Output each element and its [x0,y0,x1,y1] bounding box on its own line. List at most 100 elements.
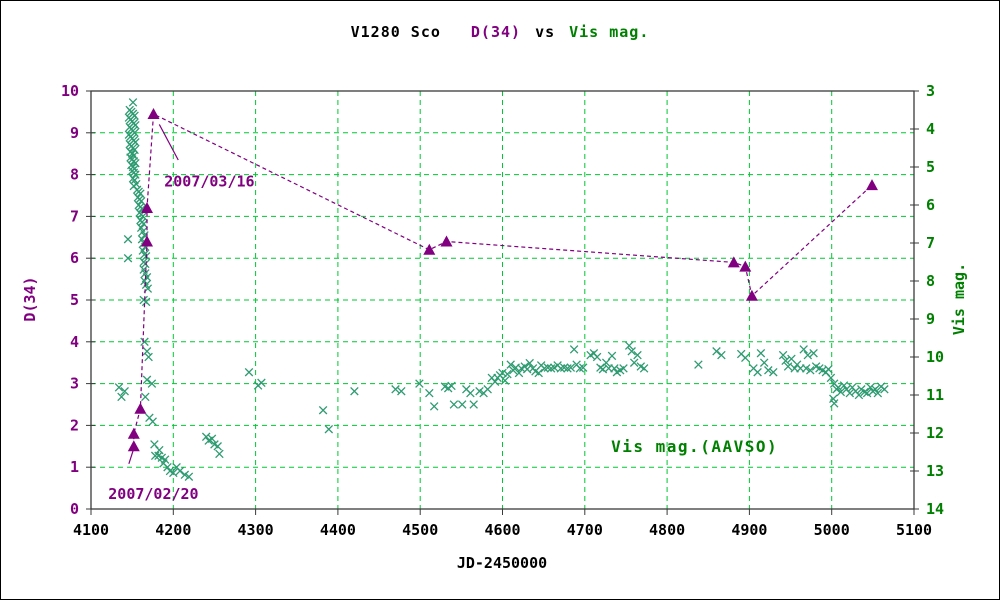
y-right-tick-label: 10 [926,348,944,366]
d34-point [127,440,140,452]
vis-mag-point [578,363,588,372]
annotation-label: 2007/03/16 [164,172,254,190]
vis-mag-point [144,352,153,362]
annotation-leader-line [128,448,135,465]
vis-mag-point [799,345,808,354]
y-right-tick-label: 6 [926,196,935,214]
vis-mag-point [425,388,434,398]
d34-point [440,235,453,247]
vis-mag-point [866,383,875,392]
vis-mag-point [839,381,849,390]
vis-mag-point [601,358,611,367]
vis-mag-point [447,381,456,391]
axis-ticks-and-labels: 4100 4200 4300 4400 4500 4600 4700 4800 4900 5000… [61,82,944,539]
vis-mag-point [566,363,576,372]
vis-mag-point [498,368,507,378]
annotation-label: 2007/02/20 [108,485,198,503]
x-tick-label: 5000 [814,521,850,539]
y-left-tick-label: 5 [70,291,79,309]
vis-mag-point [873,388,883,398]
x-tick-label: 5100 [896,521,932,539]
vis-mag-point [546,364,556,373]
vis-mag-point [569,345,579,354]
y-left-tick-label: 0 [70,500,79,518]
title-series1-label: D(34) [470,23,522,41]
vis-mag-point [860,387,869,397]
vis-mag-point [759,358,769,367]
vis-mag-point [324,424,334,434]
y-right-tick-label: 5 [926,158,935,176]
title-series2-label: Vis mag. [569,23,650,41]
title-object-name: V1280 Sco [350,23,441,41]
x-tick-label: 4200 [155,521,191,539]
y-right-tick-label: 12 [926,424,944,442]
vis-mag-point [824,364,833,374]
vis-mag-point [803,350,813,360]
vis-mag-point [139,219,148,229]
vis-mag-point [318,405,328,415]
vis-mag-point [391,385,400,394]
vis-mag-point [117,392,126,402]
d34-point [423,243,436,255]
y-right-tick-label: 7 [926,234,935,252]
vis-mag-point [633,350,642,360]
title-vs-label: vs [535,23,556,41]
vis-mag-point [619,364,628,373]
vis-mag-point [534,368,543,378]
x-tick-label: 4400 [320,521,356,539]
vis-mag-point [213,442,222,451]
vis-mag-point [449,400,459,409]
x-axis-title: JD-2450000 [457,554,547,572]
vis-mag-point [503,369,512,379]
d34-series [127,108,878,452]
vis-mag-point [490,377,500,386]
d34-point [866,179,878,191]
d34-point [141,202,153,213]
vis-mag-point [506,360,515,369]
vis-mag-point [783,362,793,371]
vis-mag-point [717,350,726,360]
chart-title: V1280 Sco D(34) vs Vis mag. [1,23,999,41]
vis-mag-point [207,434,217,443]
vis-mag-point [466,388,475,398]
vis-mag-point [694,360,703,369]
y-left-tick-label: 3 [70,375,79,393]
vis-mag-point [128,98,138,107]
vis-mag-point [257,378,266,388]
vis-mag-point [741,353,750,363]
x-tick-label: 4600 [484,521,520,539]
x-tick-label: 4700 [567,521,603,539]
vis-mag-point [764,366,773,375]
vis-mag-point [184,472,194,481]
d34-point [147,108,160,119]
vis-mag-point [215,449,224,459]
d34-point [739,260,752,272]
vis-mag-point [175,466,185,476]
vis-mag-point [244,367,254,377]
d34-point [745,289,758,301]
vis-mag-point [141,392,150,402]
vis-mag-point [806,366,815,375]
y-left-tick-label: 1 [70,458,79,476]
vis-mag-point [871,385,880,394]
annotation-leader-line [158,124,179,161]
vis-mag-point [397,386,406,396]
vis-mag-point [469,400,478,409]
vis-mag-point [639,364,649,373]
vis-mag-point [483,385,492,394]
vis-mag-point [429,402,439,411]
vis-mag-point [629,358,639,367]
vis-mag-point [836,387,846,397]
vis-mag-point [624,341,634,350]
y-right-tick-label: 3 [926,82,935,100]
vis-mag-point [180,470,190,480]
vis-mag-point [500,376,510,385]
vis-mag-point [829,399,839,408]
d34-point [134,402,147,414]
vis-mag-point [123,234,133,244]
vis-mag-point [457,400,467,409]
x-tick-label: 4100 [73,521,109,539]
vis-mag-point [201,432,211,442]
vis-mag-point [563,364,572,373]
